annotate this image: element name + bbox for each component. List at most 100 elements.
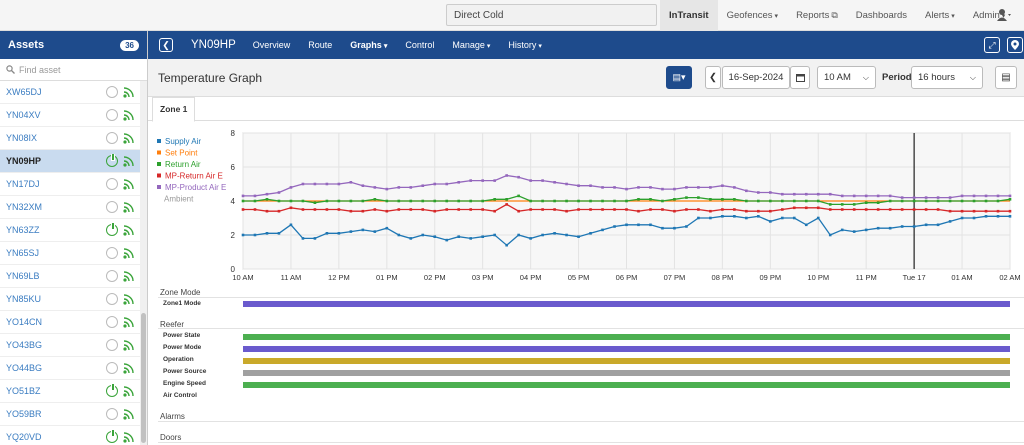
data-point xyxy=(900,208,904,211)
nav-tab-item[interactable]: Graphs ▾ xyxy=(341,40,396,50)
doors-heading: Doors xyxy=(160,433,182,442)
asset-list-item[interactable]: YO14CN xyxy=(0,311,147,334)
find-asset-input[interactable]: Find asset xyxy=(0,59,147,81)
scrollbar-thumb[interactable] xyxy=(141,313,146,443)
data-point xyxy=(541,233,544,237)
data-point xyxy=(529,237,532,240)
export-button[interactable]: ▤ xyxy=(995,66,1017,89)
asset-name: YN63ZZ xyxy=(6,225,40,235)
data-point xyxy=(912,199,916,203)
data-point xyxy=(649,198,652,201)
x-tick-label: 06 PM xyxy=(616,273,638,282)
calendar-icon[interactable] xyxy=(790,66,810,89)
signal-icon xyxy=(123,179,134,190)
tab-zone-1[interactable]: Zone 1 xyxy=(152,97,196,122)
asset-list-item[interactable]: YO59BR xyxy=(0,403,147,426)
asset-list-item[interactable]: YN08IX xyxy=(0,127,147,150)
asset-list-item[interactable]: YN85KU xyxy=(0,288,147,311)
data-point xyxy=(361,199,365,203)
asset-list-item[interactable]: YN63ZZ xyxy=(0,219,147,242)
reefer-row-label: Power Source xyxy=(163,368,207,375)
caret-down-icon: ▾ xyxy=(1001,13,1006,20)
power-off-icon xyxy=(106,132,118,144)
nav-tab-item[interactable]: Manage ▾ xyxy=(443,40,499,50)
asset-list-item[interactable]: YN32XM xyxy=(0,196,147,219)
date-field[interactable]: 16-Sep-2024 xyxy=(722,66,790,89)
data-point xyxy=(972,194,976,198)
nav-tab-item[interactable]: Route xyxy=(299,40,341,50)
data-point xyxy=(493,179,496,182)
data-point xyxy=(589,184,592,187)
power-off-icon xyxy=(106,339,118,351)
data-point xyxy=(709,209,712,213)
previous-date-button[interactable]: ❮ xyxy=(705,66,721,89)
nav-tab-item[interactable]: Overview xyxy=(244,40,300,50)
data-point xyxy=(840,228,844,232)
power-off-icon xyxy=(106,408,118,420)
top-nav-label: Reports xyxy=(796,10,830,21)
asset-list-item[interactable]: YO51BZ xyxy=(0,380,147,403)
zone1-mode-label: Zone1 Mode xyxy=(163,300,201,307)
asset-list-item[interactable]: YQ20VD xyxy=(0,426,147,445)
data-point xyxy=(517,233,520,237)
power-on-icon xyxy=(106,384,118,397)
data-point xyxy=(757,191,760,194)
power-on-icon xyxy=(106,154,118,167)
data-point xyxy=(517,175,520,179)
data-point xyxy=(697,216,700,220)
power-off-icon xyxy=(106,247,118,259)
top-nav-label: Dashboards xyxy=(855,10,907,21)
top-nav-item[interactable]: Dashboards xyxy=(847,0,916,31)
asset-list-item[interactable]: YO44BG xyxy=(0,357,147,380)
asset-list-item[interactable]: YN04XV xyxy=(0,104,147,127)
asset-list-item[interactable]: YN65SJ xyxy=(0,242,147,265)
asset-name: YN04XV xyxy=(6,110,41,120)
hour-select[interactable]: 10 AM ⌵ xyxy=(817,66,876,89)
x-tick-label: 11 PM xyxy=(856,273,877,282)
data-point xyxy=(804,223,808,227)
asset-list-item[interactable]: YN17DJ xyxy=(0,173,147,196)
period-select[interactable]: 16 hours ⌵ xyxy=(911,66,983,89)
top-nav-item[interactable]: Alerts ▾ xyxy=(916,0,964,31)
data-point xyxy=(445,208,449,211)
reefer-state-bar xyxy=(243,358,1010,364)
data-point xyxy=(876,194,880,198)
expand-icon[interactable]: ⤢ xyxy=(984,37,1000,53)
user-icon[interactable] xyxy=(997,9,1011,21)
top-nav-item[interactable]: Geofences ▾ xyxy=(718,0,787,31)
data-point xyxy=(972,216,976,220)
customer-search-input[interactable]: Direct Cold xyxy=(446,4,657,26)
top-nav-item[interactable]: Reports ⧉ xyxy=(787,0,847,31)
data-point xyxy=(721,208,724,211)
y-tick-label: 2 xyxy=(231,231,236,240)
data-point xyxy=(733,208,736,211)
data-point xyxy=(649,186,652,189)
back-button[interactable]: ❮ xyxy=(159,38,173,52)
asset-name: YO44BG xyxy=(6,363,43,373)
signal-icon xyxy=(123,133,134,144)
data-point xyxy=(780,192,784,196)
asset-list-item[interactable]: YO43BG xyxy=(0,334,147,357)
top-nav-item[interactable]: InTransit xyxy=(660,0,718,31)
data-point xyxy=(361,228,365,232)
graph-options-button[interactable]: ▤▾ xyxy=(666,66,692,89)
reefer-row-label: Air Control xyxy=(163,392,197,399)
asset-list-item[interactable]: XW65DJ xyxy=(0,81,147,104)
asset-list-item[interactable]: YN09HP xyxy=(0,150,147,173)
sidebar-scrollbar[interactable] xyxy=(140,81,147,445)
data-point xyxy=(792,199,796,203)
map-pin-icon[interactable] xyxy=(1007,37,1023,53)
asset-list-item[interactable]: YN69LB xyxy=(0,265,147,288)
data-point xyxy=(457,208,461,211)
search-icon xyxy=(6,65,15,74)
nav-tab-item[interactable]: History ▾ xyxy=(499,40,551,50)
nav-tab-item[interactable]: Control xyxy=(396,40,443,50)
caret-down-icon: ▾ xyxy=(951,13,955,20)
data-point xyxy=(433,182,437,186)
data-point xyxy=(888,208,892,211)
top-nav-item[interactable]: Admin ▾ xyxy=(964,0,1014,31)
x-tick-label: 12 PM xyxy=(328,273,350,282)
data-point xyxy=(637,198,640,201)
signal-icon xyxy=(123,225,134,236)
data-point xyxy=(769,191,772,194)
